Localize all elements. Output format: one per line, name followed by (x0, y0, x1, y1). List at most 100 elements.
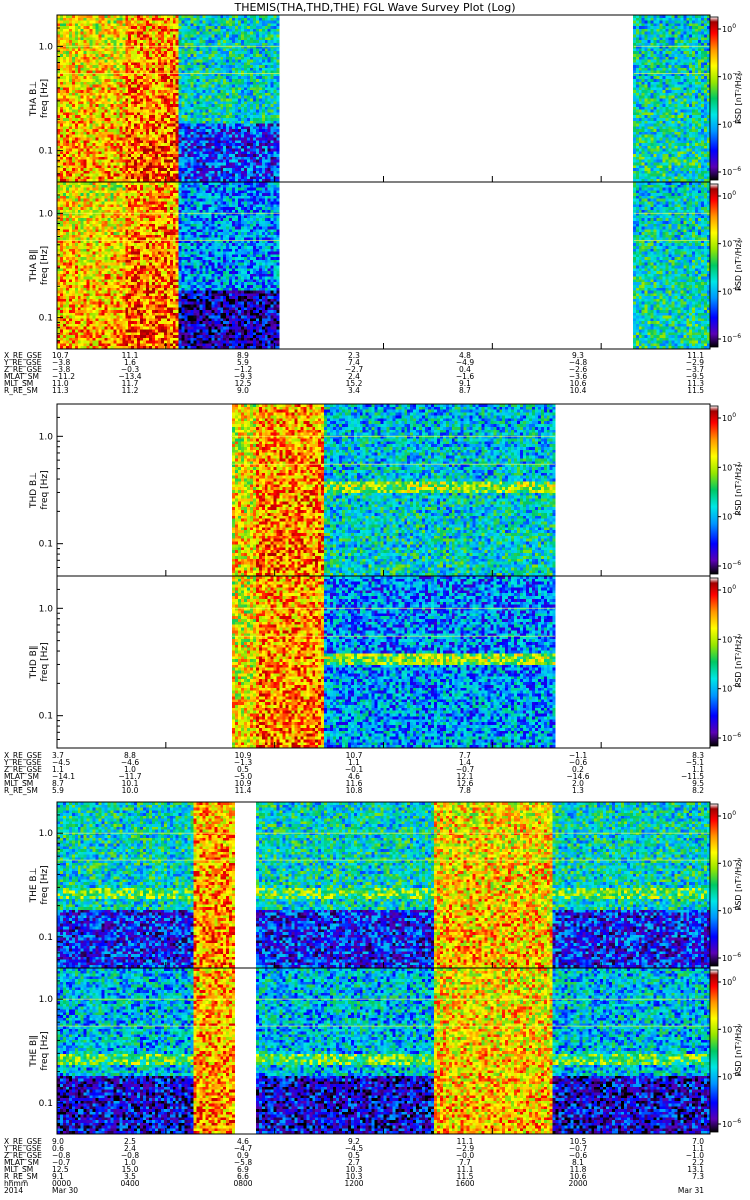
panel-label: THA B⊥ (29, 81, 39, 117)
ephemeris-value: 1.0 (124, 765, 136, 774)
colorbar-tick-exponent: −2 (732, 461, 741, 468)
colorbar-tick-exponent: −4 (732, 511, 741, 518)
colorbar-tick-exponent: −4 (732, 285, 741, 292)
ephemeris-value: −0.6 (569, 1151, 587, 1160)
freq-tick-label: 0.1 (39, 314, 53, 324)
ephemeris-value: −0.7 (52, 1158, 70, 1167)
ephemeris-value: 10.1 (122, 779, 139, 788)
colorbar-label: PSD [nT²/Hz] (734, 637, 743, 688)
ephemeris-value: 7.7 (459, 1158, 471, 1167)
colorbar: 100 10−2 10−4 10−6 PSD [nT²/Hz] (709, 803, 743, 967)
ephemeris-row-label: X_RE_GSE (4, 751, 42, 760)
freq-tick-label: 0.1 (39, 712, 53, 722)
colorbar-tick-label: 10−6 (722, 333, 741, 344)
ephemeris-value: 11.6 (346, 779, 363, 788)
ephemeris-row-label: Z_RE_GSE (4, 765, 42, 774)
ephemeris-value: 9.3 (572, 351, 584, 360)
ephemeris-value: 13.1 (687, 1165, 704, 1174)
colorbar-tick-label: 100 (722, 190, 736, 201)
ephemeris-value: 11.8 (570, 1165, 587, 1174)
ephemeris-value: −3.8 (52, 358, 70, 367)
colorbar-tick-label: 10−2 (722, 71, 741, 82)
ephemeris-value: −4.5 (52, 758, 70, 767)
colorbar: 100 10−2 10−4 10−6 PSD [nT²/Hz] (709, 16, 743, 181)
freq-tick-label: 1.0 (39, 604, 54, 614)
ephemeris-value: 10.7 (52, 351, 69, 360)
ephemeris-value: 7.3 (692, 1172, 704, 1181)
ephemeris-value: −11.5 (681, 772, 704, 781)
ephemeris-value: −4.8 (569, 358, 587, 367)
ephemeris-value: 4.6 (237, 1137, 249, 1146)
colorbar-label: PSD [nT²/Hz] (734, 1026, 743, 1077)
ephemeris-value: 15.0 (122, 1165, 139, 1174)
ephemeris-value: −0.8 (52, 1151, 70, 1160)
ephemeris-value: 4.6 (348, 772, 360, 781)
ephemeris-row-label: X_RE_GSE (4, 1137, 42, 1146)
freq-axis-label: freq [Hz] (40, 1031, 50, 1070)
ephemeris-value: −0.0 (456, 1151, 474, 1160)
ephemeris-value: −2.9 (686, 358, 704, 367)
ephemeris-value: 8.2 (692, 786, 704, 795)
ephemeris-value: 11.4 (235, 786, 252, 795)
ephemeris-value: −11.2 (52, 372, 75, 381)
panel-label: THE B∥ (29, 1035, 39, 1068)
colorbar-label: PSD [nT²/Hz] (734, 73, 743, 124)
freq-tick-label: 1.0 (39, 995, 54, 1005)
ephemeris-value: 8.9 (237, 351, 249, 360)
ephemeris-value: 2.4 (348, 372, 360, 381)
freq-axis-label: freq [Hz] (40, 865, 50, 904)
freq-tick-label: 0.1 (39, 933, 53, 943)
ephemeris-value: −1.0 (686, 1151, 704, 1160)
ephemeris-value: −1.1 (569, 751, 587, 760)
freq-axis-label: freq [Hz] (40, 642, 50, 681)
colorbar-tick-exponent: 0 (732, 23, 736, 30)
colorbar-tick-label: 10−4 (722, 511, 741, 522)
colorbar-tick-exponent: −6 (732, 166, 741, 173)
spectrogram-image (57, 802, 710, 968)
ephemeris-row-label: MLT_SM (4, 779, 33, 788)
ephemeris-value: −9.3 (234, 372, 252, 381)
colorbar-tick-exponent: −6 (732, 952, 741, 959)
ephemeris-value: −0.7 (569, 1144, 587, 1153)
colorbar-tick-label: 10−4 (722, 1071, 741, 1082)
ephemeris-value: 10.0 (122, 786, 139, 795)
ephemeris-value: 8.7 (52, 779, 64, 788)
colorbar-tick-label: 10−6 (722, 560, 741, 571)
ephemeris-value: −9.5 (686, 372, 704, 381)
colorbar-tick-exponent: −4 (732, 683, 741, 690)
ephemeris-row-label: Y_RE_GSE (3, 758, 42, 767)
the-perp-panel: 1.0 0.1 THE B⊥ freq [Hz] 100 10−2 10−4 10−6 PSD … (29, 801, 743, 969)
ephemeris-value: 1.0 (124, 1158, 136, 1167)
colorbar-tick-label: 10−2 (722, 857, 741, 868)
time-row-label: hhmm (4, 1179, 28, 1188)
ephemeris-value: −2.7 (345, 365, 363, 374)
ephemeris-value: 15.2 (346, 379, 363, 388)
end-date-label: Mar 31 (678, 1186, 704, 1195)
time-tick-label: 1200 (344, 1179, 363, 1188)
colorbar-label: PSD [nT²/Hz] (734, 240, 743, 291)
ephemeris-value: 3.7 (52, 751, 64, 760)
ephemeris-value: 12.5 (52, 1165, 69, 1174)
ephemeris-value: 9.1 (459, 379, 471, 388)
ephemeris-value: 2.4 (124, 1144, 136, 1153)
ephemeris-value: 1.4 (459, 758, 471, 767)
freq-tick-label: 0.1 (39, 1099, 53, 1109)
ephemeris-value: −5.0 (234, 772, 252, 781)
freq-tick-label: 0.1 (39, 147, 53, 157)
freq-axis-label: freq [Hz] (40, 470, 50, 509)
ephemeris-value: 0.5 (237, 765, 249, 774)
ephemeris-value: −4.5 (345, 1144, 363, 1153)
panel-label: THE B⊥ (29, 867, 39, 903)
ephemeris-value: 0.4 (459, 365, 471, 374)
ephemeris-value: −13.4 (119, 372, 142, 381)
ephemeris-value: −4.7 (234, 1144, 252, 1153)
ephemeris-value: 9.1 (52, 1172, 64, 1181)
ephemeris-value: 11.5 (457, 1172, 474, 1181)
ephemeris-value: 8.3 (692, 751, 704, 760)
ephemeris-value: −0.3 (121, 365, 139, 374)
colorbar-tick-label: 100 (722, 810, 736, 821)
panels-layer: 1.0 0.1 THA B⊥ freq [Hz] 100 10−2 10−4 10−6 PSD … (29, 14, 743, 1135)
ephemeris-value: 0.5 (348, 1151, 360, 1160)
ephemeris-value: 11.1 (687, 351, 704, 360)
